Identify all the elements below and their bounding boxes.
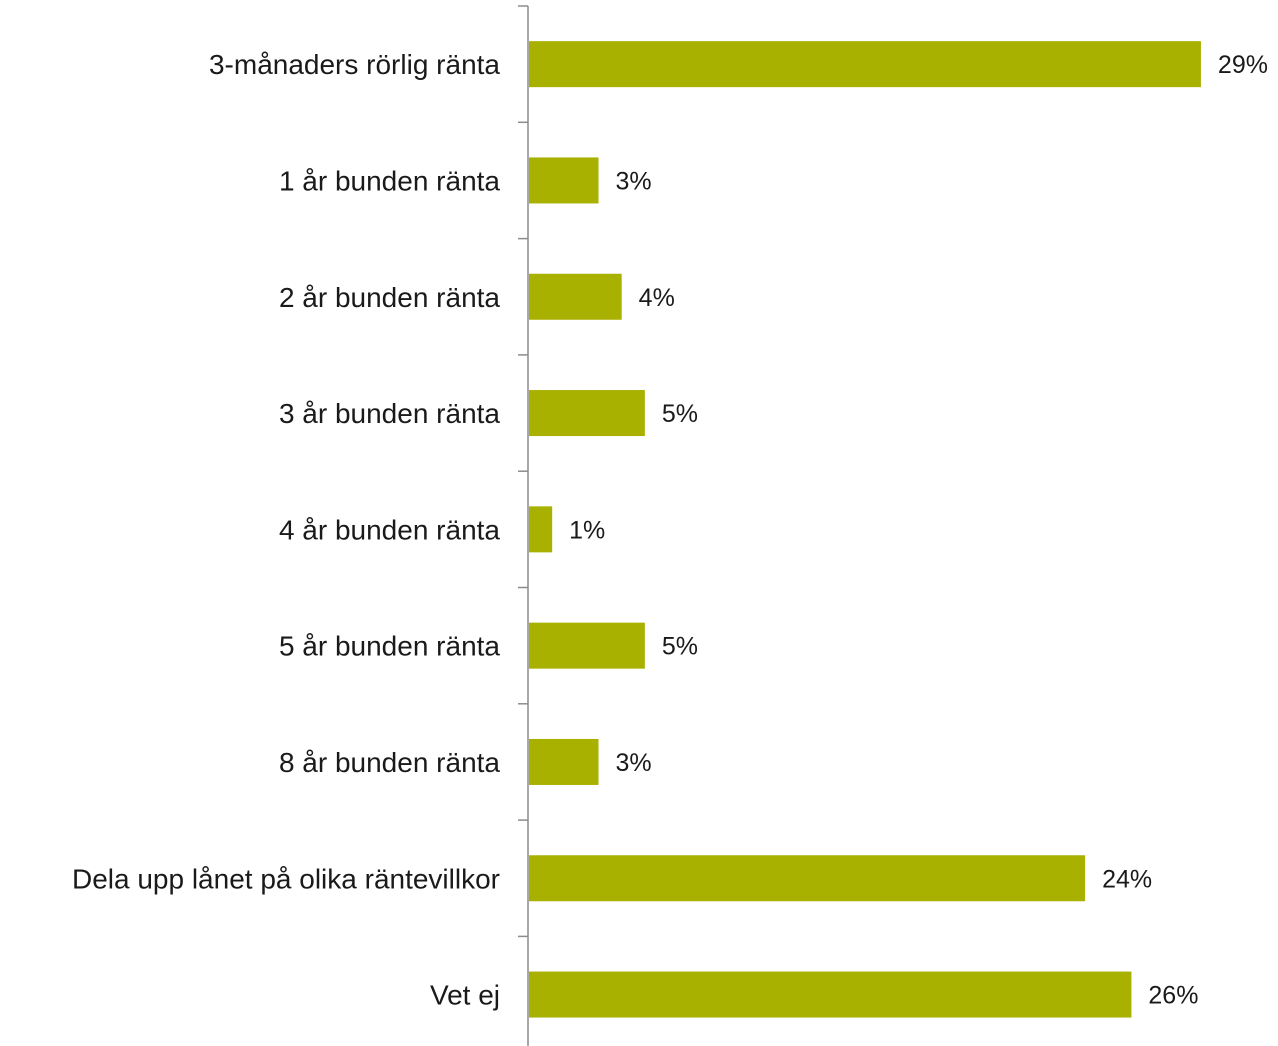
value-label: 5% xyxy=(662,633,698,661)
value-labels: 29% 3% 4% 5% 1% 5% 3% 24% 26% xyxy=(569,51,1268,1009)
value-label: 3% xyxy=(616,167,652,195)
category-label: 4 år bunden ränta xyxy=(279,514,500,545)
bar-3-manaders-rorlig-ranta xyxy=(529,41,1201,88)
bars-group xyxy=(529,41,1201,1018)
value-label: 3% xyxy=(616,749,652,777)
category-label: 3 år bunden ränta xyxy=(279,398,500,429)
value-label: 29% xyxy=(1218,51,1268,79)
value-label: 26% xyxy=(1148,982,1198,1010)
category-labels: 3-månaders rörlig ränta 1 år bunden ränta… xyxy=(72,49,500,1010)
category-label: 8 år bunden ränta xyxy=(279,747,500,778)
bar-2-ar-bunden-ranta xyxy=(529,273,622,320)
category-label: 5 år bunden ränta xyxy=(279,631,500,662)
bar-5-ar-bunden-ranta xyxy=(529,622,645,669)
value-label: 5% xyxy=(662,400,698,428)
category-axis xyxy=(518,5,529,1046)
bar-dela-upp-lanet-pa-olika-rantevillkor xyxy=(529,855,1086,902)
value-label: 1% xyxy=(569,516,605,544)
bar-4-ar-bunden-ranta xyxy=(529,506,553,553)
category-label: 2 år bunden ränta xyxy=(279,282,500,313)
category-label: Vet ej xyxy=(430,980,500,1011)
category-label: 3-månaders rörlig ränta xyxy=(209,49,500,80)
bar-vet-ej xyxy=(529,971,1132,1018)
value-label: 24% xyxy=(1102,865,1152,893)
category-label: 1 år bunden ränta xyxy=(279,165,500,196)
category-label: Dela upp lånet på olika räntevillkor xyxy=(72,863,500,894)
bar-1-ar-bunden-ranta xyxy=(529,157,599,204)
bar-3-ar-bunden-ranta xyxy=(529,390,645,437)
bar-8-ar-bunden-ranta xyxy=(529,738,599,785)
value-label: 4% xyxy=(639,284,675,312)
